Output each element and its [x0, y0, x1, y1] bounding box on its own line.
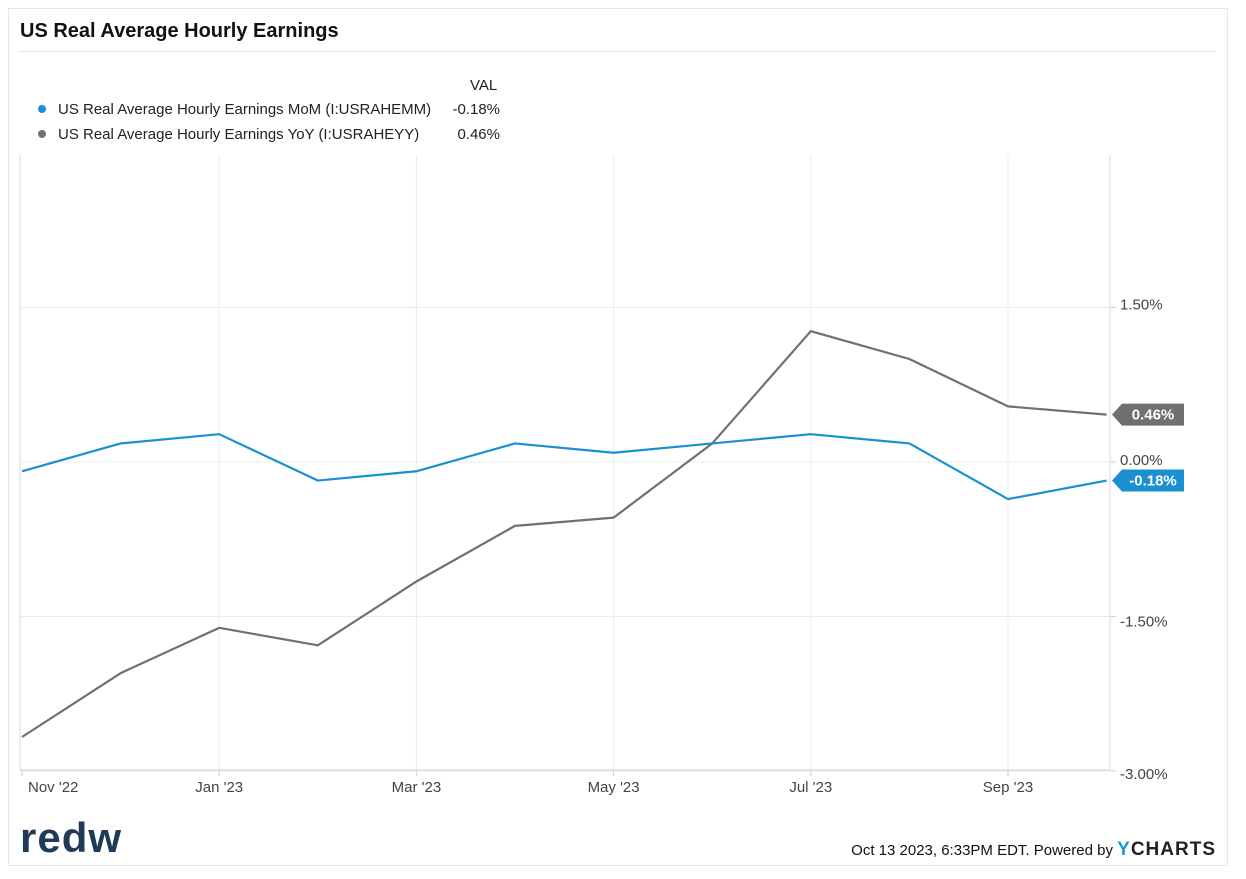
- end-label-yoy: 0.46%: [1112, 403, 1184, 426]
- end-label-tag: [1112, 403, 1184, 426]
- chart-title: US Real Average Hourly Earnings: [20, 20, 339, 42]
- end-label-tag: [1112, 469, 1184, 492]
- legend-item-mom[interactable]: US Real Average Hourly Earnings MoM (I:U…: [38, 101, 431, 118]
- footer-attribution: Oct 13 2023, 6:33PM EDT. Powered by YCHA…: [851, 839, 1216, 861]
- chart-frame: [8, 8, 1228, 866]
- x-tick-label: Sep '23: [983, 779, 1033, 796]
- legend-value-header: VAL: [470, 77, 498, 94]
- legend-dot-mom-icon: [38, 105, 46, 114]
- x-tick-label: Jan '23: [195, 779, 243, 796]
- ycharts-brand[interactable]: YCHARTS: [1117, 839, 1216, 860]
- series-line-yoy: [21, 330, 1107, 738]
- legend-item-yoy[interactable]: US Real Average Hourly Earnings YoY (I:U…: [38, 126, 419, 143]
- y-tick-label: -3.00%: [1120, 766, 1168, 783]
- redw-logo: redw: [20, 814, 135, 863]
- legend-label-mom: US Real Average Hourly Earnings MoM (I:U…: [58, 101, 432, 118]
- legend-dot-yoy-icon: [38, 130, 46, 139]
- logo-text: redw: [20, 818, 122, 858]
- end-label-text: 0.46%: [1132, 407, 1175, 424]
- x-tick-label: May '23: [588, 779, 640, 796]
- footer-timestamp: Oct 13 2023, 6:33PM EDT. Powered by: [851, 842, 1113, 859]
- y-tick-label: 0.00%: [1120, 452, 1163, 469]
- title-divider: [18, 51, 1216, 52]
- end-label-mom: -0.18%: [1112, 469, 1184, 492]
- end-label-text: -0.18%: [1129, 473, 1177, 490]
- y-tick-label: 1.50%: [1120, 297, 1163, 314]
- x-tick-label: Jul '23: [789, 779, 832, 796]
- x-tick-label: Nov '22: [28, 779, 78, 796]
- legend-value-mom: -0.18%: [452, 101, 500, 118]
- legend-value-yoy: 0.46%: [457, 126, 500, 143]
- y-tick-label: -1.50%: [1120, 614, 1168, 631]
- x-tick-label: Mar '23: [392, 779, 442, 796]
- legend-label-yoy: US Real Average Hourly Earnings YoY (I:U…: [58, 126, 420, 143]
- series-line-mom: [21, 433, 1107, 501]
